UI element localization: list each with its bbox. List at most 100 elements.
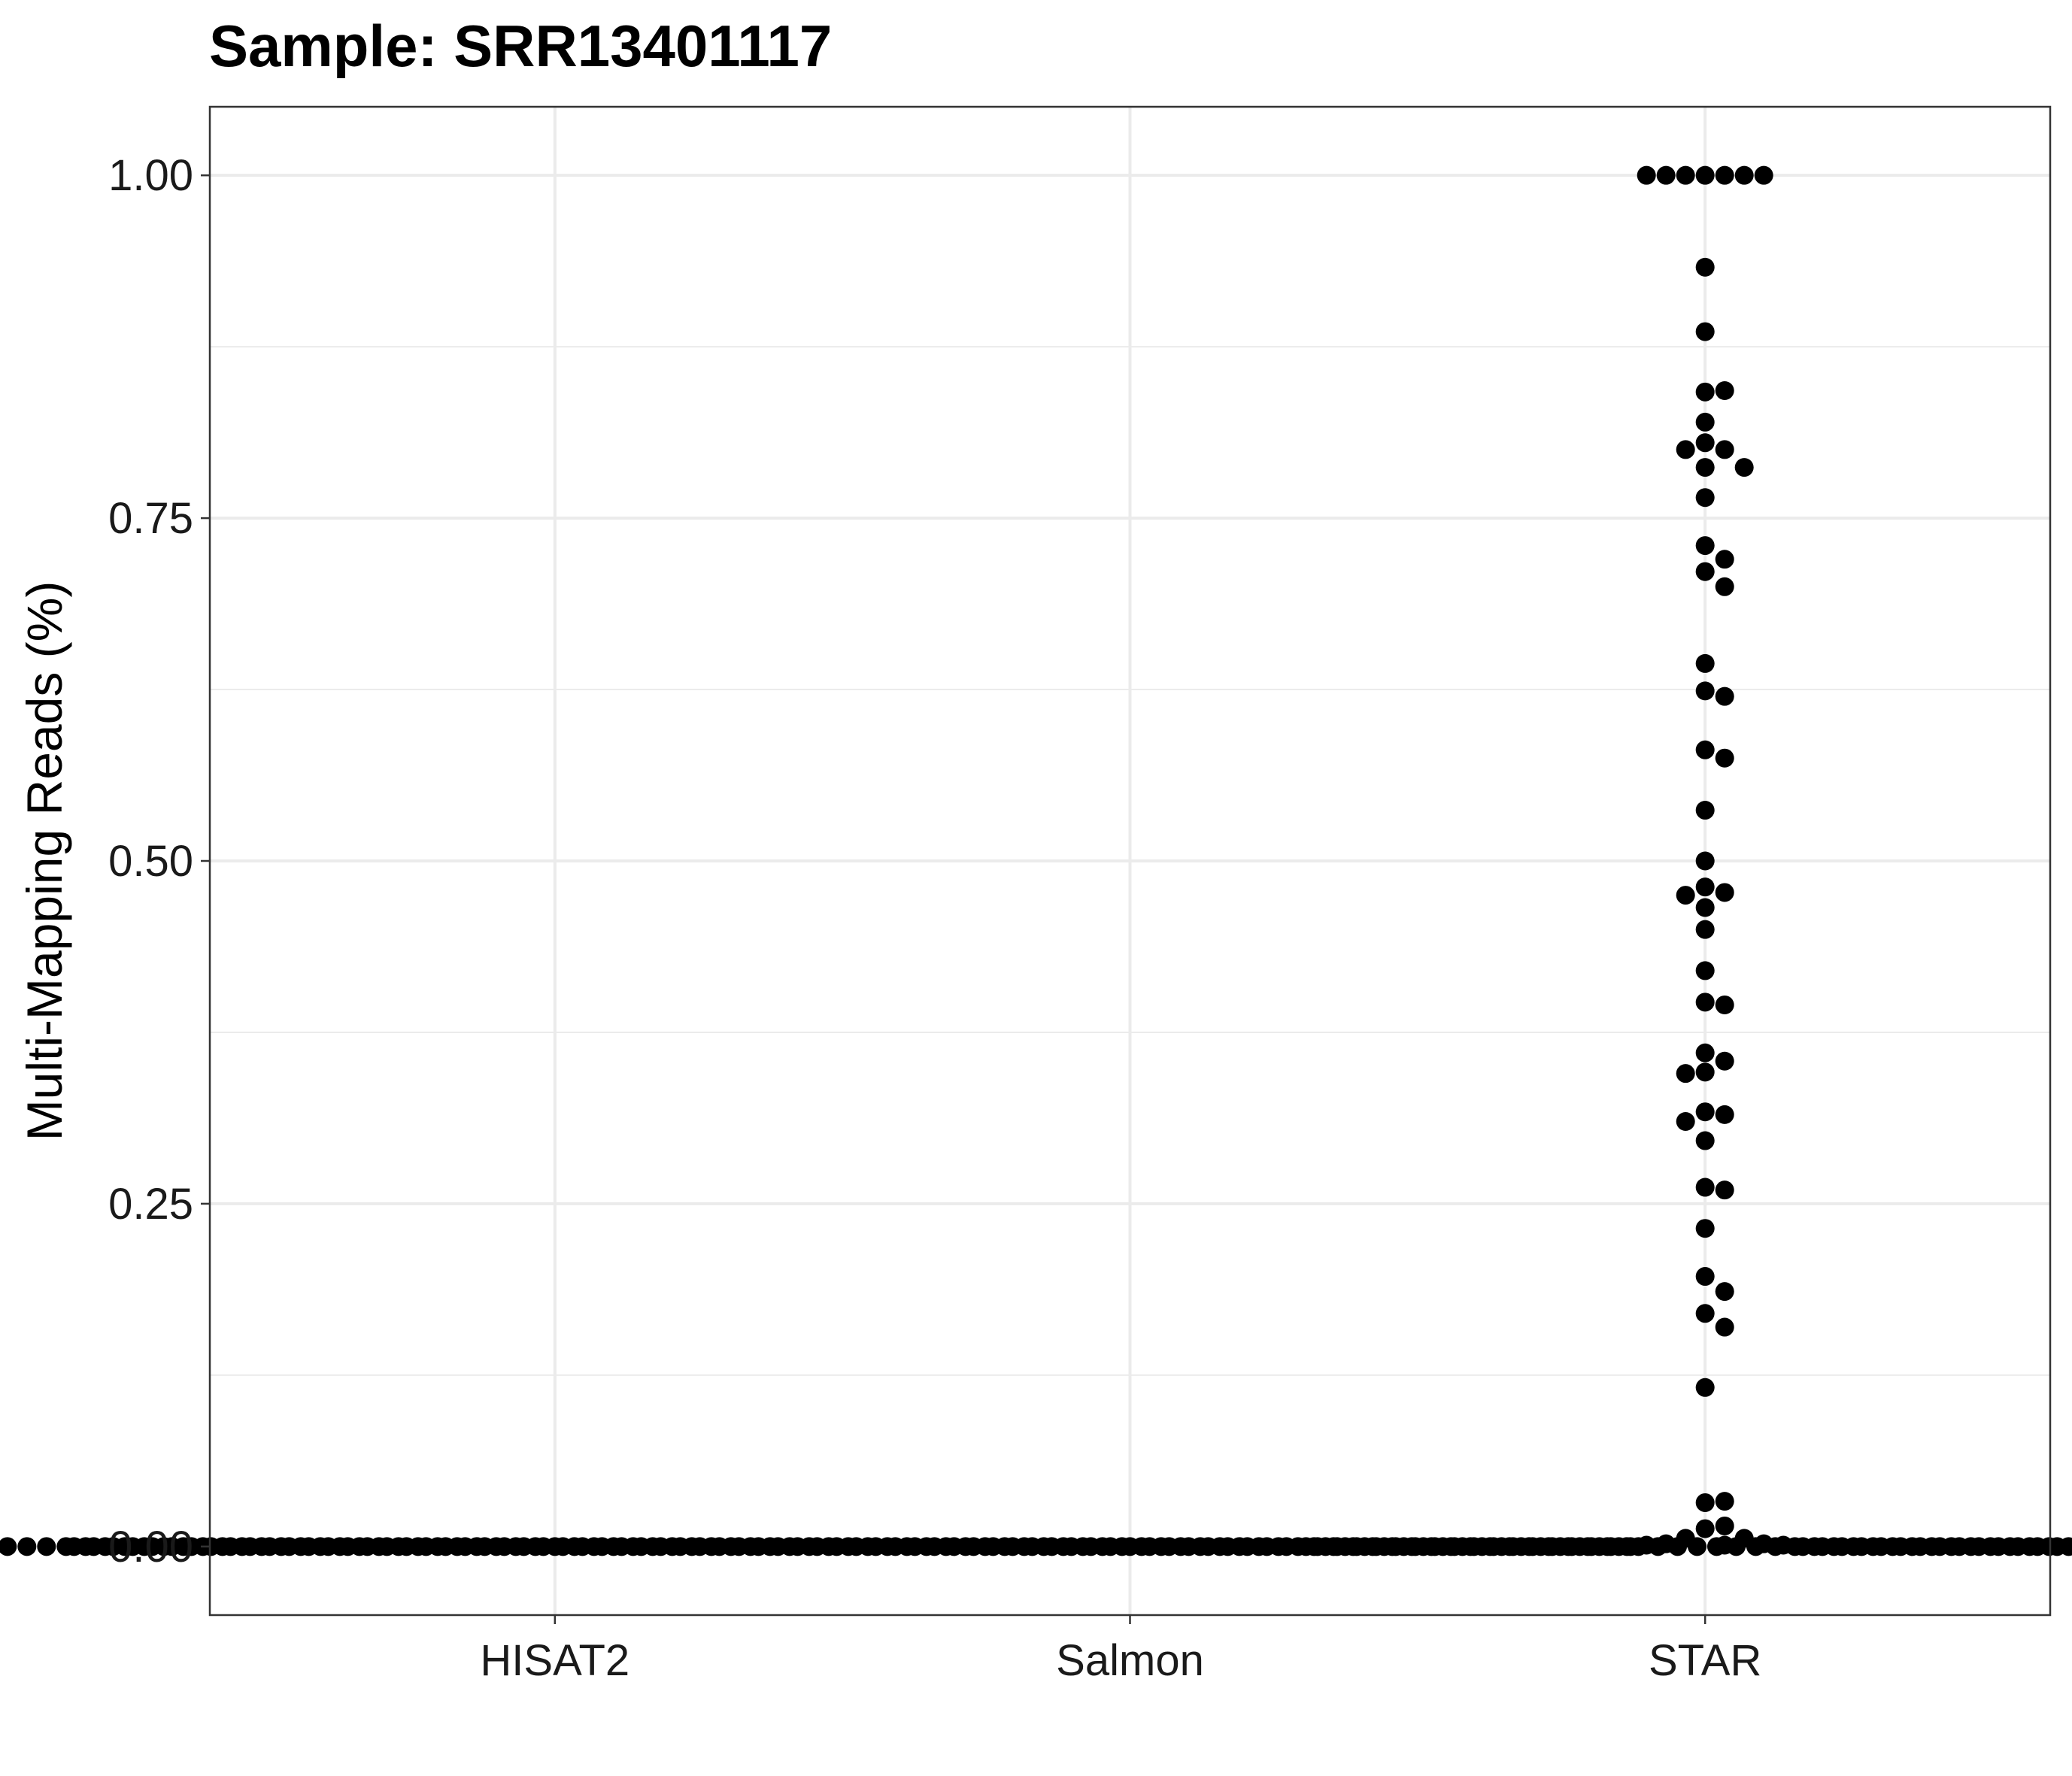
data-point-salmon	[730, 1537, 748, 1556]
data-point-star	[1695, 993, 1715, 1012]
data-point-star	[1324, 1537, 1343, 1556]
data-point-star	[1891, 1537, 1910, 1556]
data-point-star	[1715, 1317, 1734, 1337]
data-point-star	[1695, 382, 1715, 402]
data-point-star	[1695, 165, 1715, 185]
data-point-star	[1734, 165, 1754, 185]
data-point-salmon	[886, 1537, 905, 1556]
data-point-salmon	[1140, 1537, 1159, 1556]
data-point-star	[1695, 1131, 1715, 1150]
data-point-star	[1695, 458, 1715, 477]
data-point-hisat2	[0, 1537, 17, 1556]
grid-lines	[210, 107, 2050, 1615]
data-points	[0, 165, 2072, 1556]
data-point-star	[1715, 883, 1734, 902]
y-tick-label: 0.75	[108, 494, 193, 543]
data-point-star	[1539, 1537, 1558, 1556]
data-point-salmon	[1277, 1537, 1296, 1556]
data-point-star	[1695, 412, 1715, 432]
x-tick-label-salmon: Salmon	[1056, 1636, 1204, 1685]
data-point-star	[1715, 165, 1734, 185]
data-point-star	[1695, 801, 1715, 820]
data-point-star	[1695, 257, 1715, 277]
data-point-star	[1695, 681, 1715, 701]
y-tick-label: 0.00	[108, 1523, 193, 1571]
data-point-star	[1519, 1537, 1539, 1556]
data-point-star	[1715, 1051, 1734, 1071]
data-point-salmon	[104, 1537, 123, 1556]
data-point-star	[1715, 1282, 1734, 1302]
data-point-star	[1343, 1537, 1363, 1556]
data-point-star	[1813, 1537, 1832, 1556]
data-point-star	[1656, 165, 1676, 185]
data-point-salmon	[417, 1537, 435, 1556]
data-point-salmon	[456, 1537, 475, 1556]
data-point-hisat2	[37, 1537, 56, 1556]
data-point-star	[1695, 740, 1715, 759]
data-point-star	[1949, 1537, 1969, 1556]
data-point-star	[1715, 1105, 1734, 1124]
data-point-star	[1695, 1043, 1715, 1062]
data-point-star	[1676, 886, 1695, 905]
data-point-star	[1695, 536, 1715, 556]
data-point-salmon	[1257, 1537, 1276, 1556]
data-point-star	[1637, 1535, 1656, 1555]
x-tick-label-star: STAR	[1649, 1636, 1761, 1685]
data-point-salmon	[749, 1537, 768, 1556]
data-point-salmon	[1218, 1537, 1237, 1556]
data-point-star	[1734, 1529, 1754, 1548]
data-point-salmon	[65, 1537, 83, 1556]
data-point-star	[1695, 1377, 1715, 1397]
data-point-star	[1656, 1534, 1676, 1553]
data-point-star	[1852, 1537, 1871, 1556]
data-point-salmon	[769, 1537, 787, 1556]
data-point-star	[1969, 1537, 1989, 1556]
data-point-salmon	[1023, 1537, 1042, 1556]
data-point-salmon	[514, 1537, 533, 1556]
data-point-salmon	[632, 1537, 651, 1556]
data-point-salmon	[1082, 1537, 1100, 1556]
data-point-star	[1617, 1537, 1637, 1556]
data-point-star	[1793, 1537, 1813, 1556]
data-point-star	[1695, 898, 1715, 917]
data-point-salmon	[984, 1537, 1003, 1556]
data-point-salmon	[299, 1537, 318, 1556]
data-point-star	[1715, 380, 1734, 400]
data-point-salmon	[593, 1537, 611, 1556]
data-point-salmon	[1062, 1537, 1081, 1556]
data-point-salmon	[573, 1537, 592, 1556]
data-point-star	[2008, 1537, 2028, 1556]
data-point-star	[1695, 1062, 1715, 1082]
data-point-salmon	[1121, 1537, 1139, 1556]
data-point-star	[1676, 440, 1695, 459]
data-point-salmon	[945, 1537, 963, 1556]
data-point-star	[1989, 1537, 2008, 1556]
data-point-salmon	[1238, 1537, 1257, 1556]
data-point-star	[1715, 686, 1734, 706]
y-tick-label: 0.25	[108, 1180, 193, 1229]
data-point-star	[1695, 1177, 1715, 1197]
data-point-star	[1715, 748, 1734, 768]
data-point-star	[2028, 1537, 2047, 1556]
data-point-salmon	[495, 1537, 514, 1556]
data-point-salmon	[378, 1537, 396, 1556]
y-tick-label: 0.50	[108, 837, 193, 886]
data-point-star	[1695, 1267, 1715, 1287]
data-point-salmon	[182, 1537, 201, 1556]
data-point-star	[1695, 1219, 1715, 1238]
data-point-star	[1695, 433, 1715, 453]
y-tick-label: 1.00	[108, 151, 193, 200]
data-point-star	[1695, 851, 1715, 871]
data-point-salmon	[221, 1537, 240, 1556]
data-point-star	[1363, 1537, 1382, 1556]
data-point-salmon	[260, 1537, 279, 1556]
data-point-star	[1304, 1537, 1324, 1556]
data-point-star	[1715, 1492, 1734, 1511]
data-point-salmon	[475, 1537, 494, 1556]
x-axis: HISAT2 Salmon STAR	[480, 1615, 1761, 1685]
data-point-salmon	[847, 1537, 866, 1556]
data-point-salmon	[1042, 1537, 1061, 1556]
data-point-salmon	[925, 1537, 944, 1556]
data-point-salmon	[554, 1537, 572, 1556]
